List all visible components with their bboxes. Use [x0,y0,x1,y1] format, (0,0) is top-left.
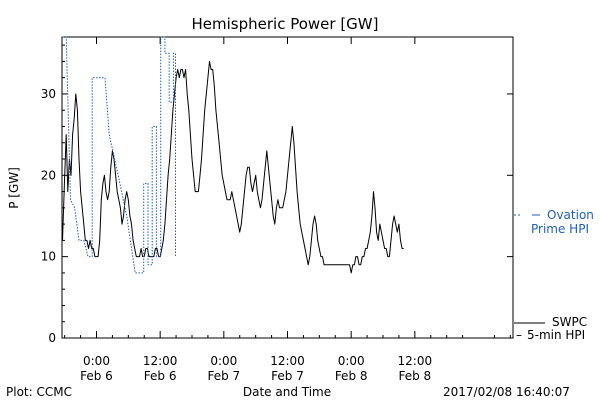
chart-title: Hemispheric Power [GW] [192,15,379,33]
series-line-ovation-prime-hpi [62,36,176,274]
legend-swpc-dash: – [516,328,522,342]
y-axis-label: P [GW] [7,167,21,209]
legend-swpc: SWPC – 5-min HPI [514,315,587,342]
x-tick-date-label: Feb 7 [207,369,240,383]
y-tick-label: 30 [41,87,56,101]
x-tick-time-label: 12:00 [398,354,433,368]
x-tick-time-label: 12:00 [143,354,178,368]
plot-frame [61,36,514,339]
y-tick-label: 0 [48,331,56,345]
x-tick-time-label: 12:00 [270,354,305,368]
x-axis-label: Date and Time [243,385,331,399]
series-layer [62,36,404,274]
legend-ovation: Ovation Prime HPI [514,208,594,236]
x-tick-date-label: Feb 7 [271,369,304,383]
legend-swpc-label-line2: 5-min HPI [527,328,585,342]
x-tick-time-label: 0:00 [83,354,110,368]
y-tick-label: 10 [41,250,56,264]
x-tick-date-label: Feb 8 [398,369,431,383]
y-tick-label: 20 [41,168,56,182]
x-tick-time-label: 0:00 [338,354,365,368]
legend-ovation-label-line2: Prime HPI [531,222,589,236]
legend-ovation-label-line1: Ovation [547,208,594,222]
x-tick-time-label: 0:00 [210,354,237,368]
x-tick-date-label: Feb 8 [335,369,368,383]
footer-timestamp: 2017/02/08 16:40:07 [443,385,570,399]
legend-swpc-label-line1: SWPC [552,315,587,329]
x-tick-date-label: Feb 6 [80,369,113,383]
x-tick-date-label: Feb 6 [144,369,177,383]
footer-plot-source: Plot: CCMC [6,385,72,399]
series-line-swpc-5min-hpi [62,60,404,274]
y-axis: 0 10 20 30 [41,44,513,345]
